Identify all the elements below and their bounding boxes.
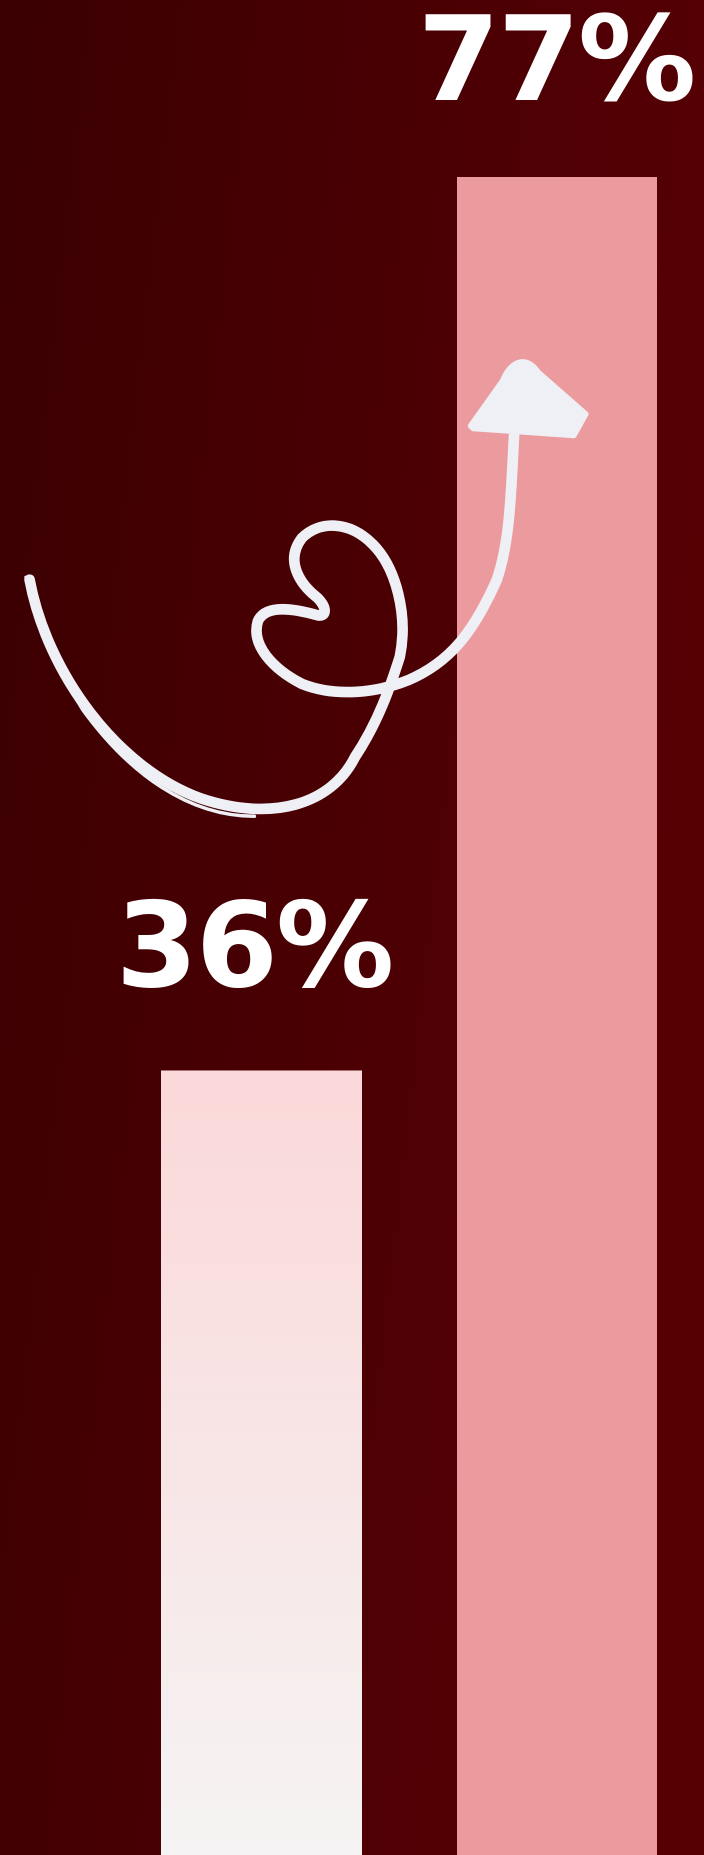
- decorative-arrow: [24, 359, 589, 819]
- bar: [161, 1070, 362, 1855]
- bar: [457, 177, 657, 1855]
- value-label: 36%: [116, 877, 392, 1015]
- bars: 36% 77%: [116, 0, 696, 1855]
- value-label: 77%: [418, 0, 694, 128]
